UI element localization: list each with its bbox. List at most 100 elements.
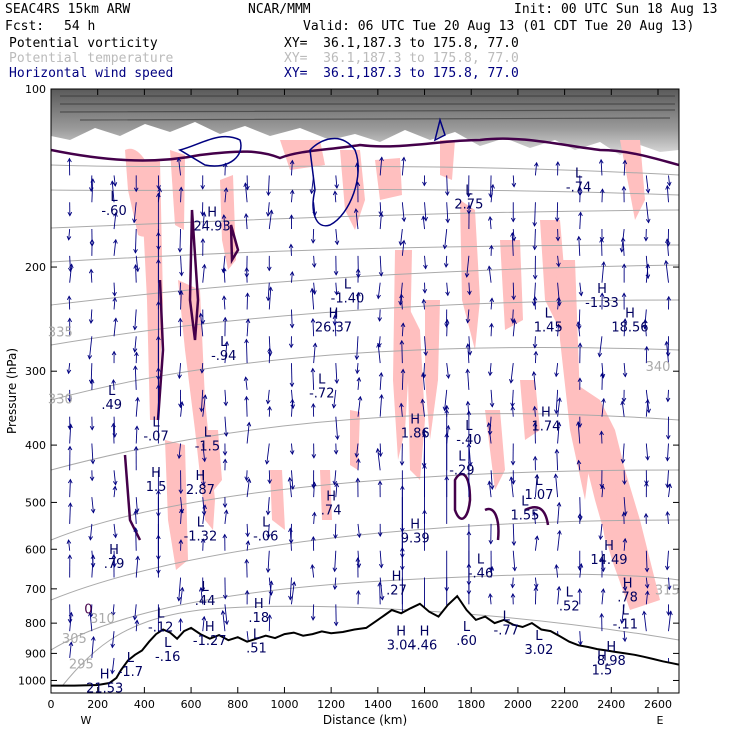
wind-arrow (133, 509, 138, 524)
wind-arrow (179, 255, 184, 277)
init-time: Init: 00 UTC Sun 18 Aug 13 (514, 2, 718, 17)
wind-arrow (134, 351, 139, 364)
wind-arrow (511, 523, 517, 546)
extremum-value: .78 (617, 591, 638, 606)
wind-arrow (532, 511, 537, 524)
wind-arrow (200, 175, 206, 190)
wind-arrow (334, 363, 340, 385)
x-tick-label: 2600 (644, 698, 672, 711)
wind-arrow (311, 402, 316, 417)
wind-arrow (665, 229, 671, 247)
y-tick-label: 600 (25, 543, 46, 556)
wind-arrow (132, 336, 138, 353)
wind-arrow (244, 266, 250, 283)
wind-arrow (310, 287, 315, 310)
extremum-kind: H (254, 597, 264, 612)
extremum-value: 21.53 (86, 682, 123, 697)
wind-arrow (399, 402, 404, 417)
extremum-marker: H1.74 (531, 406, 560, 435)
wind-arrow (310, 564, 315, 578)
wind-arrow (444, 475, 450, 524)
wind-arrow (290, 398, 295, 417)
y-tick-label: 800 (25, 617, 46, 630)
wind-arrow (356, 523, 362, 539)
extremum-kind: L (110, 190, 118, 205)
wind-arrow (534, 161, 539, 176)
wind-arrow (423, 336, 428, 357)
wind-arrow (555, 323, 561, 337)
wind-arrow (556, 585, 562, 605)
wind-arrow (133, 527, 139, 551)
wind-arrow (511, 470, 516, 485)
extremum-kind: H (207, 205, 217, 220)
wind-arrow (486, 422, 492, 444)
wind-arrow (334, 175, 339, 190)
extremum-marker: L-.60 (101, 190, 126, 219)
extremum-kind: L (262, 515, 270, 530)
wind-arrow (600, 372, 605, 390)
extremum-kind: L (253, 628, 261, 643)
wind-arrow (511, 175, 517, 188)
wind-arrow (422, 509, 427, 551)
extremum-value: -1.5 (195, 439, 220, 454)
wind-arrow (310, 229, 316, 244)
extremum-value: 1.07 (524, 488, 553, 503)
extremum-value: -.06 (253, 529, 278, 544)
theta-label: 305 (62, 632, 87, 647)
extremum-marker: H1.5 (146, 466, 167, 495)
wind-arrow (510, 592, 516, 605)
wind-arrow (334, 229, 340, 246)
wind-arrow (532, 295, 538, 310)
wind-arrow (489, 389, 495, 408)
x-axis-west-label: W (81, 714, 92, 727)
wind-arrow (223, 416, 229, 437)
wind-arrow (600, 188, 605, 203)
extremum-value: -.12 (148, 620, 173, 635)
wind-arrow (333, 523, 338, 539)
wind-arrow (488, 593, 493, 605)
wind-arrow (200, 538, 206, 551)
wind-arrow (532, 421, 538, 444)
extremum-marker: L.51 (246, 628, 267, 657)
wind-arrow (400, 322, 406, 337)
extremum-marker: L-1.7 (118, 651, 143, 680)
wind-arrow (110, 631, 116, 649)
wind-arrow (221, 295, 227, 310)
extremum-kind: L (521, 494, 529, 509)
wind-arrow (110, 657, 115, 675)
wind-arrow (88, 268, 94, 283)
wind-arrow (66, 295, 72, 310)
extremum-marker: H.78 (617, 577, 638, 606)
extremum-value: 8.98 (597, 654, 626, 669)
wind-arrow (111, 378, 116, 390)
field-pv-xy: XY= 36.1,187.3 to 175.8, 77.0 (284, 36, 519, 51)
wind-arrow (332, 314, 338, 337)
wind-arrow (666, 577, 672, 591)
wind-arrow (134, 497, 140, 514)
wind-arrow (376, 342, 381, 364)
x-tick-label: 2000 (504, 698, 532, 711)
wind-arrow (554, 202, 560, 223)
wind-arrow (289, 363, 295, 388)
wind-arrow (444, 318, 450, 337)
wind-arrow (89, 470, 95, 482)
extremum-value: -1.7 (118, 665, 143, 680)
extremum-marker: H.79 (104, 543, 125, 572)
wind-arrow (533, 586, 539, 605)
extremum-kind: L (204, 425, 212, 440)
wind-arrow (268, 209, 274, 230)
x-tick-label: 1000 (270, 698, 298, 711)
wind-arrow (112, 523, 118, 539)
wind-arrow (355, 557, 361, 578)
wind-arrow (202, 504, 207, 524)
wind-arrow (665, 389, 671, 403)
wind-arrow (621, 511, 627, 524)
wind-arrow (309, 175, 315, 195)
extremum-marker: H14.49 (590, 539, 627, 568)
model-title: SEAC4RS 15km ARW (5, 2, 131, 17)
extremum-kind: L (201, 580, 209, 595)
wind-arrow (356, 458, 361, 471)
wind-arrow (664, 340, 670, 364)
wind-arrow (644, 577, 650, 589)
extremum-marker: H.27 (386, 569, 407, 598)
